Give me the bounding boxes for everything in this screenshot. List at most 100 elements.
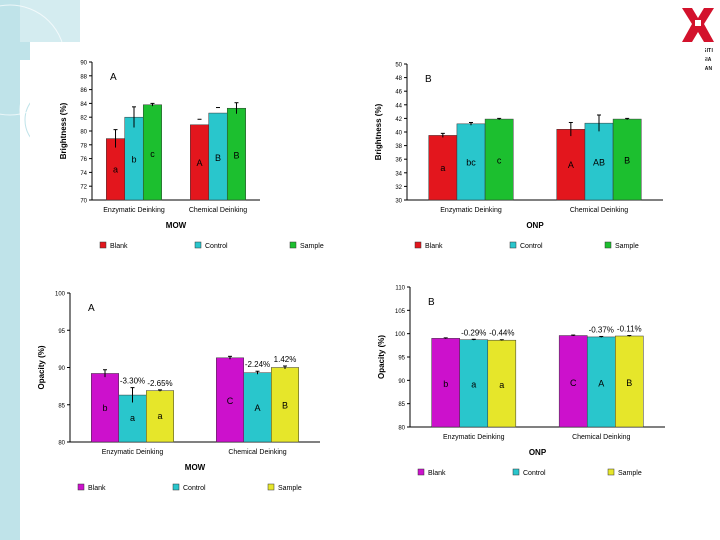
y-tick-label: 90 — [58, 366, 65, 372]
significance-letter: B — [215, 153, 221, 163]
panel-label: A — [88, 303, 95, 314]
legend-swatch — [604, 241, 612, 249]
y-tick-label: 95 — [398, 356, 405, 362]
bar — [558, 335, 588, 428]
legend-label: Control — [520, 243, 543, 250]
y-tick-label: 80 — [58, 441, 65, 447]
significance-letter: b — [443, 379, 448, 389]
bar — [459, 339, 489, 428]
significance-letter: a — [157, 411, 162, 421]
y-tick-label: 74 — [80, 171, 87, 177]
y-tick-label: 80 — [398, 426, 405, 432]
legend-swatch — [172, 483, 180, 491]
y-tick-label: 50 — [395, 63, 402, 69]
x-category-label: Chemical Deinking — [189, 207, 247, 214]
y-tick-label: 95 — [58, 329, 65, 335]
chart-svg: B 30 32 34 36 38 40 42 44 46 48 50 Brightness (%) a bc… — [375, 63, 663, 250]
legend-swatch — [99, 241, 107, 249]
x-category-label: Enzymatic Deinking — [102, 449, 164, 456]
x-category-label: Enzymatic Deinking — [443, 434, 505, 441]
legend-label: Control — [205, 243, 228, 250]
y-tick-label: 105 — [395, 309, 406, 315]
y-tick-label: 100 — [395, 332, 406, 338]
y-tick-label: 30 — [395, 199, 402, 205]
legend-label: Blank — [428, 470, 446, 477]
bar — [271, 367, 299, 443]
legend-label: Sample — [278, 485, 302, 492]
y-tick-label: 42 — [395, 117, 402, 123]
percent-change-label: -0.37% — [589, 325, 614, 334]
chart-opacity-onp: B 80 85 90 95 100 105 110 Opacity (%) b a -0.29% a -0… — [375, 275, 705, 515]
y-tick-label: 100 — [55, 292, 66, 298]
y-tick-label: 36 — [395, 158, 402, 164]
significance-letter: a — [471, 380, 476, 390]
x-axis-label: MOW — [166, 221, 187, 230]
y-axis-label: Brightness (%) — [375, 103, 383, 160]
percent-change-label: -0.44% — [489, 329, 514, 338]
y-tick-label: 34 — [395, 171, 402, 177]
y-tick-label: 80 — [80, 130, 87, 136]
percent-change-label: -0.11% — [617, 325, 642, 334]
percent-change-label: -3.30% — [120, 377, 145, 386]
bar — [584, 122, 614, 201]
significance-letter: B — [282, 400, 288, 410]
legend-swatch — [194, 241, 202, 249]
bar — [428, 135, 458, 201]
x-category-label: Chemical Deinking — [570, 207, 628, 214]
y-tick-label: 88 — [80, 74, 87, 80]
y-tick-label: 46 — [395, 90, 402, 96]
y-tick-label: 78 — [80, 143, 87, 149]
y-tick-label: 85 — [398, 402, 405, 408]
bar — [556, 129, 586, 201]
significance-letter: b — [102, 403, 107, 413]
significance-letter: C — [227, 396, 234, 406]
percent-change-label: -2.24% — [245, 360, 270, 369]
significance-letter: b — [131, 155, 136, 165]
y-tick-label: 85 — [58, 403, 65, 409]
y-tick-label: 84 — [80, 102, 87, 108]
x-category-label: Enzymatic Deinking — [440, 207, 502, 214]
chart-svg: B 80 85 90 95 100 105 110 Opacity (%) b a -0.29% a -0… — [377, 286, 665, 477]
y-tick-label: 82 — [80, 116, 87, 122]
y-tick-label: 72 — [80, 185, 87, 191]
legend-swatch — [509, 241, 517, 249]
significance-letter: A — [568, 160, 574, 170]
legend-swatch — [289, 241, 297, 249]
bar — [216, 357, 244, 443]
significance-letter: A — [254, 403, 260, 413]
y-tick-label: 70 — [80, 199, 87, 205]
y-tick-label: 48 — [395, 76, 402, 82]
y-tick-label: 44 — [395, 103, 402, 109]
panel-label: B — [428, 297, 435, 308]
legend-label: Sample — [300, 243, 324, 250]
significance-letter: AB — [593, 157, 605, 167]
y-tick-label: 90 — [398, 379, 405, 385]
chart-brightness-onp: B 30 32 34 36 38 40 42 44 46 48 50 Brightness (%) a bc… — [375, 42, 705, 270]
significance-letter: a — [499, 380, 504, 390]
x-axis-label: MOW — [185, 463, 206, 472]
y-tick-label: 86 — [80, 88, 87, 94]
significance-letter: B — [624, 156, 630, 166]
significance-letter: C — [570, 378, 577, 388]
significance-letter: A — [598, 378, 604, 388]
y-tick-label: 90 — [80, 61, 87, 67]
legend-swatch — [417, 468, 425, 476]
logo-emblem-icon — [682, 8, 714, 42]
chart-svg: A 70 72 74 76 78 80 82 84 86 88 90 Brightness (%) a b c… — [59, 61, 324, 251]
legend-swatch — [267, 483, 275, 491]
legend-label: Control — [183, 485, 206, 492]
legend-label: Blank — [88, 485, 106, 492]
panel-label: B — [425, 74, 432, 85]
bar — [146, 390, 174, 443]
significance-letter: B — [233, 151, 239, 161]
significance-letter: A — [197, 158, 203, 168]
legend-swatch — [77, 483, 85, 491]
bar — [586, 336, 616, 428]
y-tick-label: 38 — [395, 144, 402, 150]
legend-label: Sample — [618, 470, 642, 477]
significance-letter: a — [130, 413, 135, 423]
legend-label: Control — [523, 470, 546, 477]
bar — [612, 118, 642, 201]
significance-letter: c — [150, 149, 155, 159]
chart-opacity-mow: A 80 85 90 95 100 Opacity (%) b a -3.30% a -2.65% En… — [30, 275, 366, 515]
